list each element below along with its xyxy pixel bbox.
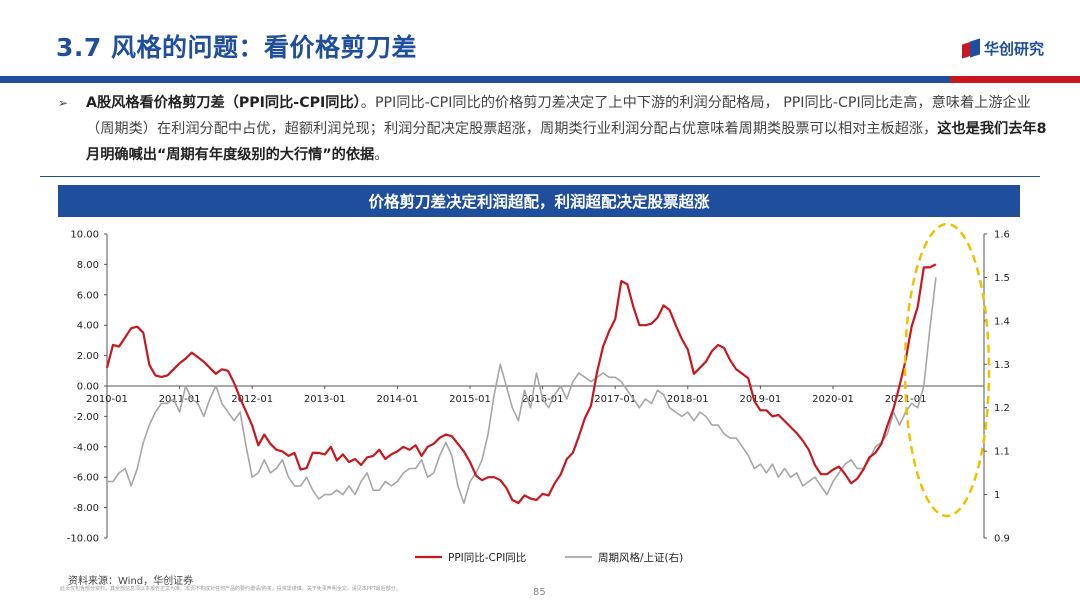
source-note: 资料来源：Wind，华创证券 bbox=[68, 576, 194, 587]
logo-text: 华创研究 bbox=[983, 40, 1044, 58]
legend-label-ppi-cpi: PPI同比-CPI同比 bbox=[448, 551, 526, 564]
y-left-tick-label: -6.00 bbox=[73, 473, 99, 484]
x-tick-label: 2011-01 bbox=[159, 394, 201, 405]
series-line-cyclical-ratio bbox=[107, 277, 937, 505]
legend-label-cyclical-ratio: 周期风格/上证(右) bbox=[598, 551, 683, 564]
x-tick-label: 2014-01 bbox=[377, 394, 419, 405]
y-left-tick-label: -4.00 bbox=[73, 442, 99, 453]
y-left-tick-label: 10.00 bbox=[70, 230, 99, 241]
y-right-tick-label: 1 bbox=[994, 490, 1000, 501]
y-left-tick-label: 2.00 bbox=[77, 351, 99, 362]
y-right-tick-label: 1.2 bbox=[994, 403, 1010, 414]
y-left-tick-label: -10.00 bbox=[67, 534, 99, 545]
brand-logo: 华创研究 bbox=[961, 37, 1044, 59]
x-tick-label: 2012-01 bbox=[231, 394, 273, 405]
header-divider bbox=[0, 76, 1080, 83]
bullet-bold-lead: A股风格看价格剪刀差（PPI同比-CPI同比） bbox=[86, 95, 361, 111]
series-line-ppi-cpi bbox=[105, 263, 937, 505]
y-right-tick-label: 1.4 bbox=[994, 316, 1010, 327]
x-tick-label: 2018-01 bbox=[667, 394, 709, 405]
page-number: 85 bbox=[533, 587, 546, 598]
x-tick-label: 2017-01 bbox=[594, 394, 636, 405]
y-left-tick-label: 6.00 bbox=[77, 290, 99, 301]
page-title: 3.7 风格的问题：看价格剪刀差 bbox=[56, 33, 417, 62]
chart: 10.00 8.00 6.00 4.00 2.00 0.00 -2.00 -4.00 -6.00… bbox=[67, 222, 1010, 564]
y-left-tick-label: 0.00 bbox=[77, 382, 99, 393]
section-divider bbox=[40, 176, 1040, 177]
logo-icon bbox=[961, 37, 980, 59]
bullet-text: 。PPI同比-CPI同比的价格剪刀差决定了上中下游的利润分配格局， PPI同比-… bbox=[86, 95, 1031, 137]
arrow-bullet-icon: ➢ bbox=[58, 96, 69, 110]
chart-banner: 价格剪刀差决定利润超配，利润超配决定股票超涨 bbox=[58, 185, 1020, 217]
x-tick-label: 2010-01 bbox=[86, 394, 128, 405]
bullet-bold-tail: 这也是我们去年8月明确喊出“周期有年度级别的大行情”的依据 bbox=[86, 121, 1047, 163]
x-tick-label: 2015-01 bbox=[449, 394, 491, 405]
x-tick-label: 2019-01 bbox=[740, 394, 782, 405]
y-right-tick-label: 1.3 bbox=[994, 360, 1010, 371]
disclaimer: 此页仅包含部分资料，其全部信息须以本报告正文为准。本页不构成对任何产品的要约邀请… bbox=[60, 586, 401, 592]
x-tick-label: 2013-01 bbox=[304, 394, 346, 405]
bullet-paragraph: ➢ A股风格看价格剪刀差（PPI同比-CPI同比）。PPI同比-CPI同比的价格… bbox=[58, 90, 1048, 168]
y-right-tick-label: 1.5 bbox=[994, 273, 1010, 284]
y-right-tick-label: 1.1 bbox=[994, 447, 1010, 458]
y-right-tick-label: 1.6 bbox=[994, 230, 1010, 241]
y-left-tick-label: -8.00 bbox=[73, 503, 99, 514]
x-tick-label: 2020-01 bbox=[812, 394, 854, 405]
bullet-end: 。 bbox=[374, 147, 389, 163]
y-left-tick-label: 4.00 bbox=[77, 321, 99, 332]
y-right-tick-label: 0.9 bbox=[994, 534, 1010, 545]
y-left-tick-label: 8.00 bbox=[77, 260, 99, 271]
highlight-ellipse bbox=[903, 222, 991, 518]
y-left-tick-label: -2.00 bbox=[73, 412, 99, 423]
header-divider-accent bbox=[950, 76, 1080, 83]
